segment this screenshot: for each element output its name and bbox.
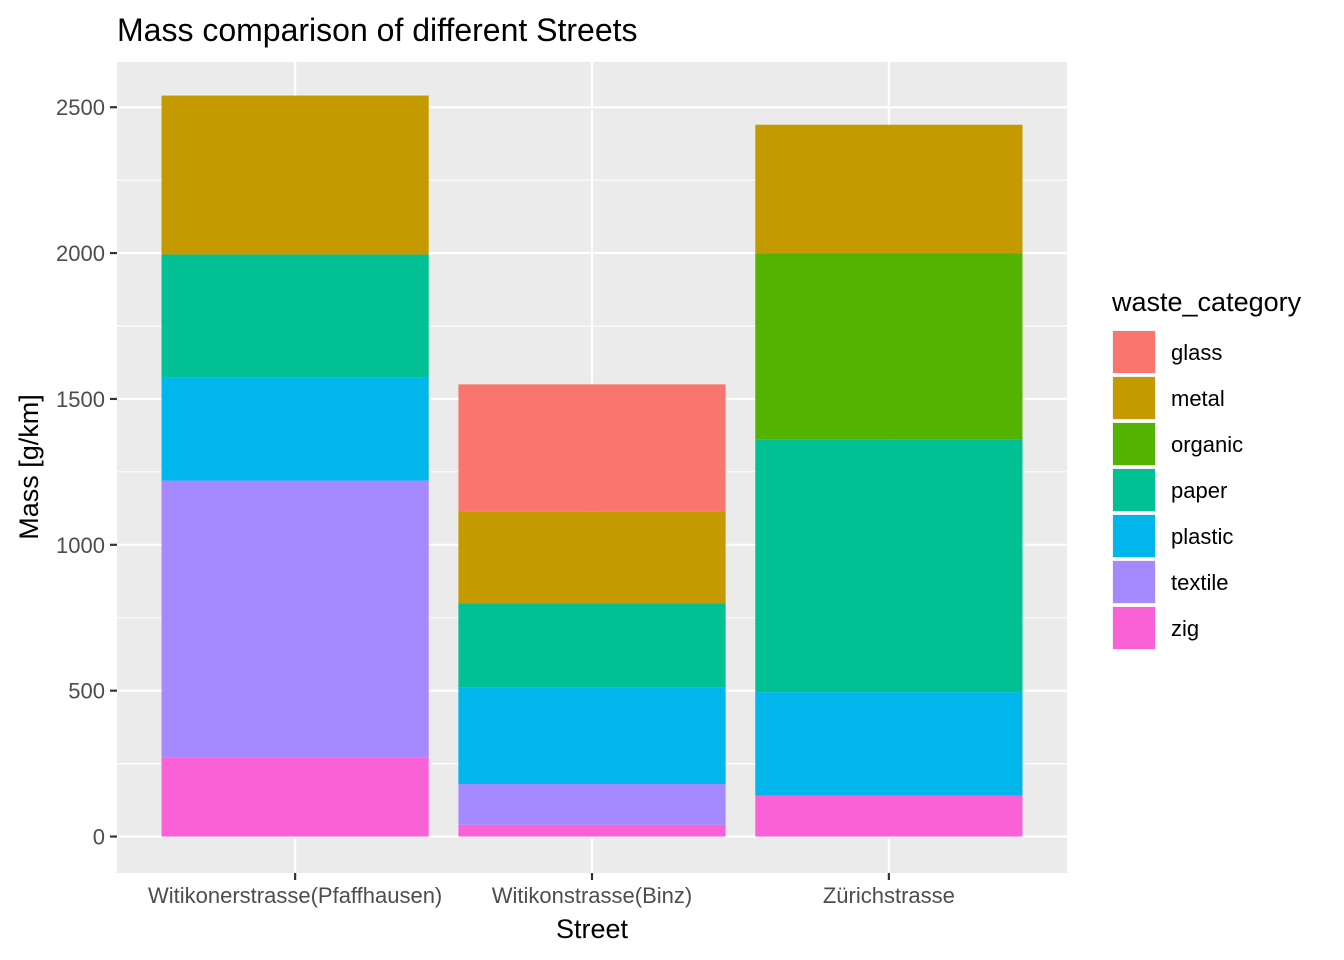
- bar-segment-paper: [458, 603, 726, 688]
- bar-segment-metal: [458, 511, 726, 604]
- legend-swatch-paper: [1113, 469, 1155, 511]
- legend-label-metal: metal: [1171, 386, 1225, 411]
- x-axis-title: Street: [556, 914, 629, 944]
- bar-segment-glass: [458, 384, 726, 512]
- legend-label-paper: paper: [1171, 478, 1227, 503]
- bar-segment-paper: [755, 439, 1023, 693]
- bar-segment-plastic: [755, 692, 1023, 796]
- y-tick-label: 2000: [56, 241, 105, 266]
- x-axis: Witikonerstrasse(Pfaffhausen) Witikonstra…: [148, 873, 955, 908]
- y-tick-label: 1000: [56, 533, 105, 558]
- bar-segment-organic: [755, 253, 1023, 440]
- bar-segment-textile: [458, 784, 726, 825]
- bar-segment-zig: [755, 795, 1023, 837]
- x-tick-label: Witikonerstrasse(Pfaffhausen): [148, 883, 442, 908]
- bar-segment-plastic: [161, 377, 429, 481]
- legend-swatch-metal: [1113, 377, 1155, 419]
- bar-segment-textile: [161, 480, 429, 758]
- y-tick-label: 1500: [56, 387, 105, 412]
- legend-label-textile: textile: [1171, 570, 1228, 595]
- bar-segment-metal: [161, 95, 429, 255]
- bar-segment-zig: [458, 824, 726, 837]
- y-tick-label: 500: [68, 679, 105, 704]
- y-tick-label: 0: [93, 825, 105, 850]
- bar-segment-metal: [755, 124, 1023, 254]
- bar-segment-plastic: [458, 687, 726, 785]
- legend: waste_category glass metal organic paper pla…: [1111, 287, 1302, 650]
- y-tick-label: 2500: [56, 95, 105, 120]
- legend-swatch-plastic: [1113, 515, 1155, 557]
- y-axis-title: Mass [g/km]: [14, 394, 44, 540]
- bar-segment-paper: [161, 254, 429, 378]
- bars: [161, 95, 1023, 837]
- legend-swatch-textile: [1113, 561, 1155, 603]
- legend-label-organic: organic: [1171, 432, 1243, 457]
- legend-label-glass: glass: [1171, 340, 1222, 365]
- chart-title: Mass comparison of different Streets: [117, 12, 638, 48]
- legend-swatch-zig: [1113, 607, 1155, 649]
- x-tick-label: Witikonstrasse(Binz): [492, 883, 692, 908]
- x-tick-label: Zürichstrasse: [823, 883, 955, 908]
- legend-label-plastic: plastic: [1171, 524, 1233, 549]
- bar-segment-zig: [161, 757, 429, 837]
- legend-swatch-organic: [1113, 423, 1155, 465]
- legend-swatch-glass: [1113, 331, 1155, 373]
- y-axis: 0 500 1000 1500 2000 2500: [56, 95, 117, 850]
- legend-title: waste_category: [1111, 287, 1302, 317]
- legend-label-zig: zig: [1171, 616, 1199, 641]
